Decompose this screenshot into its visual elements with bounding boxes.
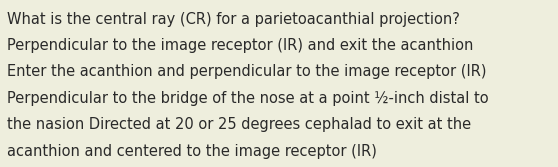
Text: Perpendicular to the image receptor (IR) and exit the acanthion: Perpendicular to the image receptor (IR)… (7, 38, 474, 53)
Text: What is the central ray (CR) for a parietoacanthial projection?: What is the central ray (CR) for a parie… (7, 12, 460, 27)
Text: Enter the acanthion and perpendicular to the image receptor (IR): Enter the acanthion and perpendicular to… (7, 64, 487, 79)
Text: Perpendicular to the bridge of the nose at a point ½-inch distal to: Perpendicular to the bridge of the nose … (7, 91, 489, 106)
Text: the nasion Directed at 20 or 25 degrees cephalad to exit at the: the nasion Directed at 20 or 25 degrees … (7, 117, 472, 132)
Text: acanthion and centered to the image receptor (IR): acanthion and centered to the image rece… (7, 144, 377, 159)
